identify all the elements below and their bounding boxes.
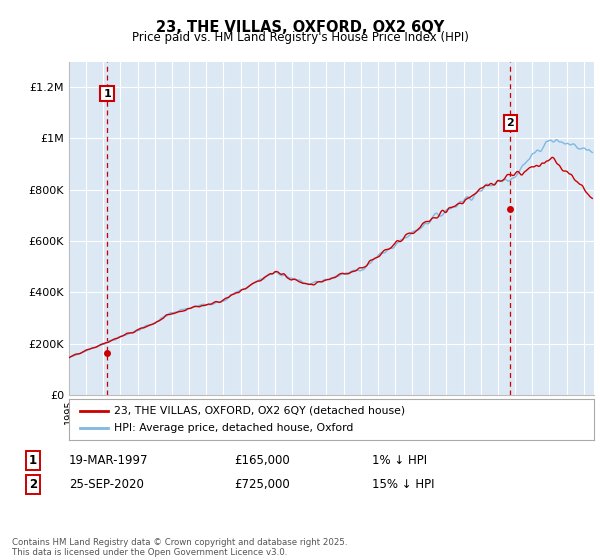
Text: Contains HM Land Registry data © Crown copyright and database right 2025.
This d: Contains HM Land Registry data © Crown c…	[12, 538, 347, 557]
Text: HPI: Average price, detached house, Oxford: HPI: Average price, detached house, Oxfo…	[113, 423, 353, 433]
Text: 1: 1	[103, 88, 111, 99]
Text: £725,000: £725,000	[234, 478, 290, 491]
Text: 1% ↓ HPI: 1% ↓ HPI	[372, 454, 427, 467]
Text: 15% ↓ HPI: 15% ↓ HPI	[372, 478, 434, 491]
Text: 1: 1	[29, 454, 37, 467]
Text: 23, THE VILLAS, OXFORD, OX2 6QY (detached house): 23, THE VILLAS, OXFORD, OX2 6QY (detache…	[113, 405, 405, 416]
Text: £165,000: £165,000	[234, 454, 290, 467]
Text: 19-MAR-1997: 19-MAR-1997	[69, 454, 149, 467]
Text: Price paid vs. HM Land Registry's House Price Index (HPI): Price paid vs. HM Land Registry's House …	[131, 31, 469, 44]
Text: 2: 2	[506, 118, 514, 128]
Text: 25-SEP-2020: 25-SEP-2020	[69, 478, 144, 491]
Text: 23, THE VILLAS, OXFORD, OX2 6QY: 23, THE VILLAS, OXFORD, OX2 6QY	[156, 20, 444, 35]
Text: 2: 2	[29, 478, 37, 491]
